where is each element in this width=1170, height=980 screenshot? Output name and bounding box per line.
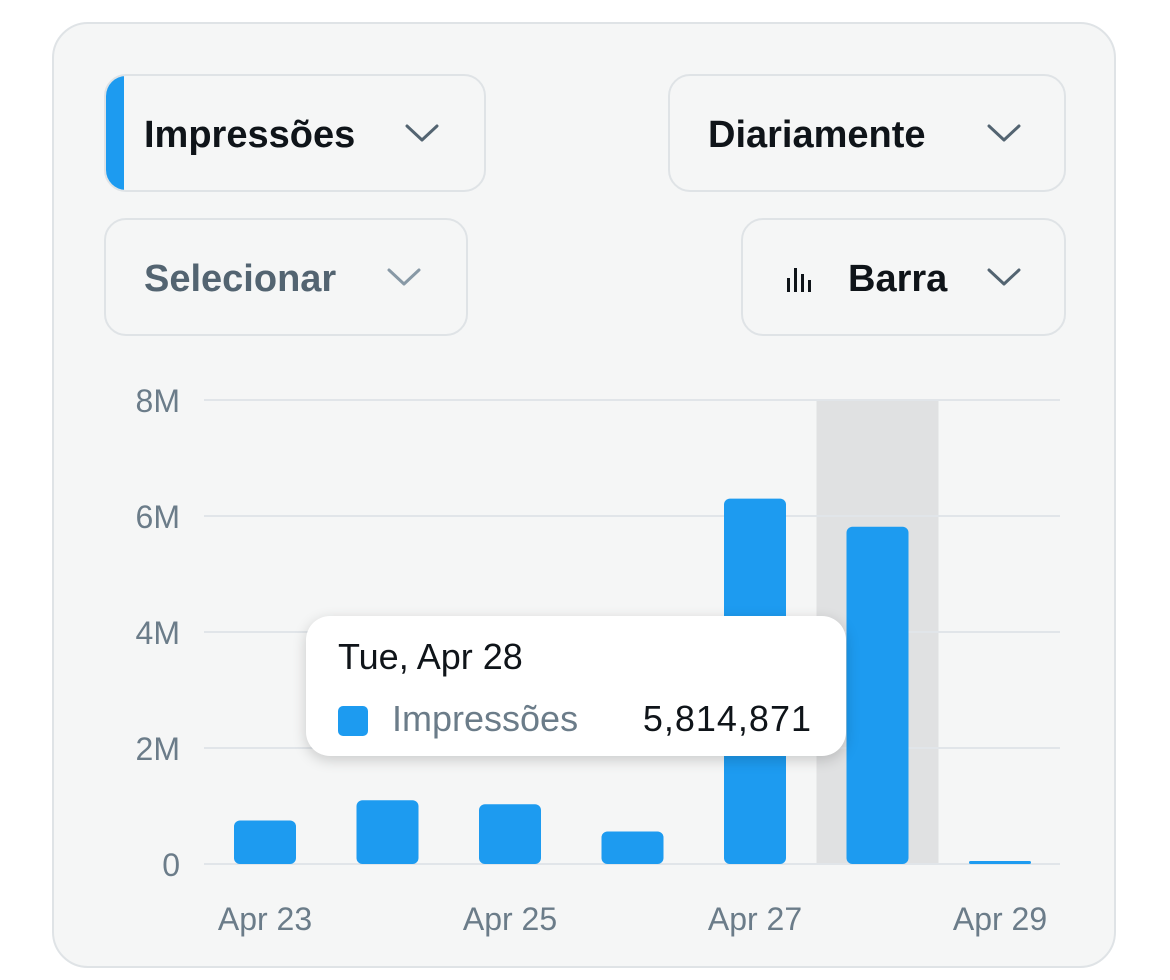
tooltip-series-name: Impressões: [392, 698, 579, 739]
x-tick-label: Apr 25: [463, 901, 557, 937]
interval-dropdown[interactable]: Diariamente: [668, 74, 1066, 192]
bar: [356, 800, 419, 864]
x-tick-label: Apr 29: [953, 901, 1047, 937]
bar: [969, 861, 1031, 864]
tooltip-value: 5,814,871: [642, 698, 812, 739]
tooltip-date: Tue, Apr 28: [338, 636, 523, 677]
compare-dropdown[interactable]: Selecionar: [104, 218, 468, 336]
y-tick-label: 0: [162, 847, 180, 883]
metric-dropdown-label: Impressões: [144, 114, 356, 156]
bar: [479, 804, 541, 864]
tooltip-series-swatch: [338, 706, 368, 736]
chart-type-dropdown[interactable]: Barra: [741, 218, 1066, 336]
interval-dropdown-label: Diariamente: [708, 114, 926, 156]
bar: [601, 831, 664, 864]
compare-dropdown-label: Selecionar: [144, 258, 337, 300]
chart-type-dropdown-label: Barra: [848, 258, 948, 300]
x-tick-label: Apr 27: [708, 901, 802, 937]
chart-tooltip: Tue, Apr 28 Impressões 5,814,871: [306, 616, 846, 756]
y-tick-label: 8M: [136, 383, 180, 419]
bar-chart-icon: [787, 268, 811, 292]
bar: [846, 526, 909, 864]
y-tick-label: 4M: [136, 615, 180, 651]
chevron-down-icon: [987, 124, 1021, 142]
metric-color-indicator: [106, 76, 124, 190]
chevron-down-icon: [987, 268, 1021, 286]
metric-dropdown[interactable]: Impressões: [104, 74, 486, 192]
y-tick-label: 6M: [136, 499, 180, 535]
bar: [234, 820, 296, 864]
x-tick-label: Apr 23: [218, 901, 312, 937]
y-tick-label: 2M: [136, 731, 180, 767]
chevron-down-icon: [387, 268, 421, 286]
chevron-down-icon: [405, 124, 439, 142]
